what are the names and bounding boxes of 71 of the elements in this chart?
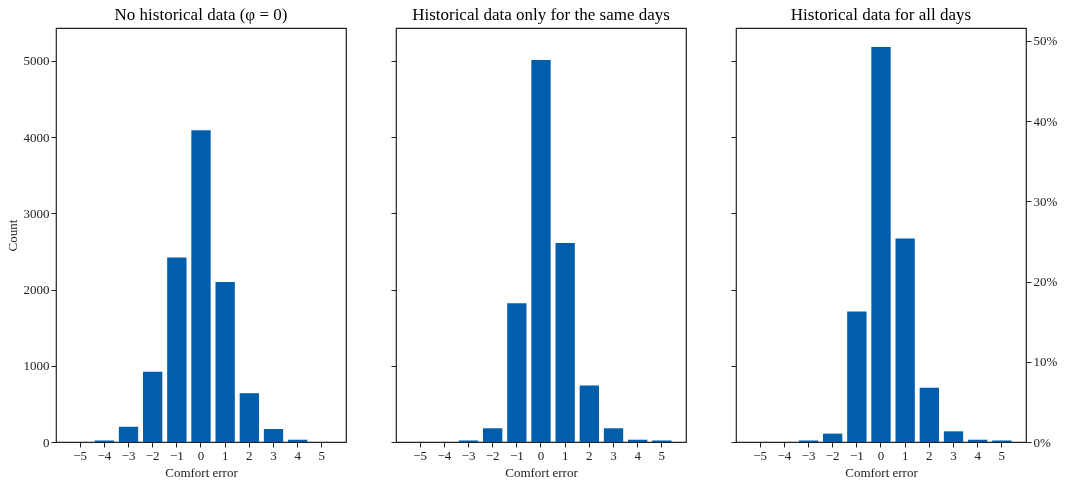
y-tick-label: 4000: [23, 129, 50, 145]
x-tick-label: 3: [610, 447, 617, 463]
text: 40%: [1033, 113, 1058, 129]
text: 50%: [1033, 33, 1058, 49]
bar: [919, 387, 939, 442]
bar: [263, 429, 284, 442]
bar: [143, 371, 163, 442]
x-tick-label: 1: [221, 447, 229, 463]
y-tick-label: 1000: [23, 358, 50, 374]
x-tick-label: −5: [413, 447, 428, 463]
x-tick-label: 3: [950, 447, 957, 463]
x-tick-label: 2: [586, 447, 593, 463]
bar: [167, 257, 187, 442]
x-tick-label: 0: [197, 447, 205, 463]
bar: [603, 428, 624, 442]
x-tick-label: −5: [753, 447, 768, 463]
text: 30%: [1033, 193, 1058, 209]
bar: [555, 243, 575, 442]
x-tick-label: −3: [121, 447, 136, 463]
x-tick-label: 0: [537, 447, 545, 463]
bar: [507, 303, 527, 442]
x-axis-title: Comfort error: [165, 464, 239, 480]
text: 20%: [1033, 274, 1058, 290]
bar: [871, 47, 891, 442]
bar: [579, 385, 599, 442]
bar: [847, 311, 867, 442]
chart-title: Historical data for all days: [790, 5, 972, 24]
bar: [239, 393, 259, 442]
y-axis-title: Count: [4, 219, 20, 252]
x-tick-label: 5: [318, 447, 326, 463]
x-tick-label: −2: [485, 447, 500, 463]
bar: [943, 431, 964, 442]
chart-title: Historical data only for the same days: [412, 5, 670, 24]
x-tick-label: 0: [877, 447, 885, 463]
x-tick-label: 2: [246, 447, 253, 463]
text: 0%: [1033, 434, 1051, 450]
bar: [531, 60, 551, 442]
bar: [823, 433, 843, 442]
x-axis-title: Comfort error: [505, 464, 579, 480]
x-tick-label: 1: [901, 447, 909, 463]
y-tick-label: 2000: [23, 282, 50, 298]
x-tick-label: 5: [658, 447, 666, 463]
x-tick-label: 1: [561, 447, 569, 463]
x-tick-label: 4: [974, 447, 982, 463]
x-tick-label: −5: [73, 447, 88, 463]
chart-title: No historical data (φ = 0): [114, 5, 288, 24]
y-tick-label: 3000: [23, 205, 50, 221]
y-tick-label: 5000: [23, 53, 50, 69]
x-tick-label: −1: [849, 447, 864, 463]
x-tick-label: −4: [97, 447, 112, 463]
y-tick-label: 0: [43, 434, 50, 450]
x-tick-label: 4: [294, 447, 302, 463]
x-tick-label: −1: [509, 447, 524, 463]
x-tick-label: 3: [270, 447, 277, 463]
x-tick-label: −2: [145, 447, 160, 463]
x-tick-label: −3: [461, 447, 476, 463]
x-tick-label: −3: [801, 447, 816, 463]
x-tick-label: −4: [437, 447, 452, 463]
bar: [483, 428, 503, 442]
x-tick-label: −2: [825, 447, 840, 463]
bar: [895, 238, 915, 442]
x-tick-label: 5: [998, 447, 1006, 463]
x-tick-label: 4: [634, 447, 642, 463]
x-tick-label: −1: [169, 447, 184, 463]
bar: [215, 281, 235, 442]
bar: [191, 130, 211, 442]
bar: [118, 426, 139, 442]
x-tick-label: 2: [926, 447, 933, 463]
x-tick-label: −4: [777, 447, 792, 463]
text: 10%: [1033, 354, 1058, 370]
x-axis-title: Comfort error: [845, 464, 919, 480]
